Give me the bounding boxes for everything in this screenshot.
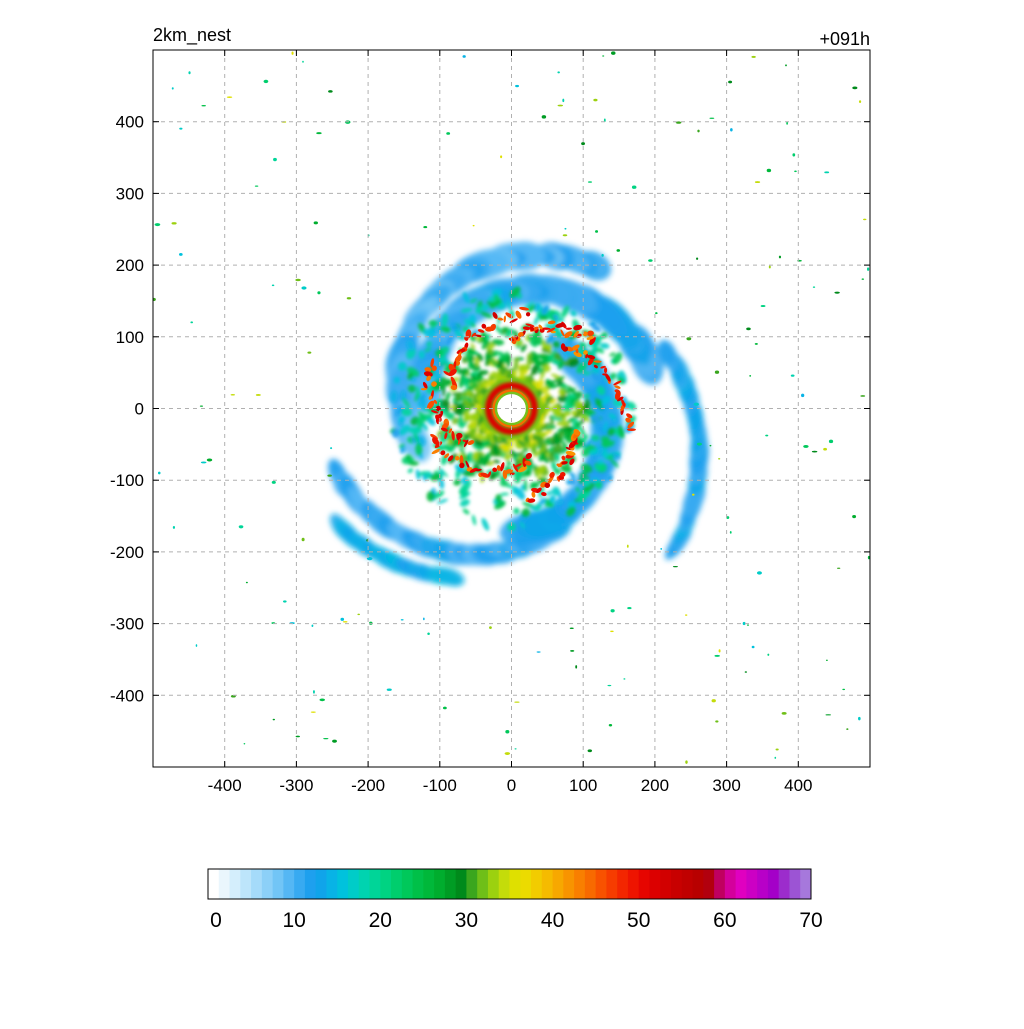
y-tick-label: 200 xyxy=(116,256,144,275)
colorbar-swatch xyxy=(218,869,231,899)
chart-title-left: 2km_nest xyxy=(153,25,231,46)
colorbar-swatch xyxy=(315,869,327,899)
colorbar-swatch xyxy=(638,869,650,899)
colorbar-swatch xyxy=(487,869,500,899)
x-tick-label: 0 xyxy=(507,776,516,795)
colorbar-tick-label: 0 xyxy=(210,909,222,932)
colorbar-swatch xyxy=(412,869,424,899)
y-tick-label: -400 xyxy=(110,686,144,705)
colorbar-swatch xyxy=(574,869,586,899)
colorbar-swatch xyxy=(778,869,790,899)
colorbar-tick-label: 60 xyxy=(713,909,736,932)
colorbar-swatch xyxy=(627,869,640,899)
colorbar-swatch xyxy=(692,869,704,899)
colorbar-tick-label: 40 xyxy=(541,909,564,932)
y-tick-label: 400 xyxy=(116,113,144,132)
colorbar-swatch xyxy=(703,869,715,899)
colorbar-swatch xyxy=(369,869,381,899)
colorbar-swatch xyxy=(660,869,672,899)
x-tick-label: 300 xyxy=(712,776,740,795)
y-tick-label: 100 xyxy=(116,328,144,347)
colorbar-swatch xyxy=(434,869,446,899)
colorbar-swatch xyxy=(531,869,543,899)
colorbar-swatch xyxy=(617,869,629,899)
colorbar-swatch xyxy=(800,869,812,899)
colorbar: 0 10 20 30 40 50 60 70 xyxy=(207,868,823,932)
colorbar-swatch xyxy=(208,869,220,899)
colorbar-swatch xyxy=(477,869,489,899)
y-tick-label: -200 xyxy=(110,543,144,562)
x-tick-label: 400 xyxy=(784,776,812,795)
colorbar-swatch xyxy=(767,869,780,899)
colorbar-tick-label: 70 xyxy=(799,909,822,932)
colorbar-swatch xyxy=(347,869,360,899)
colorbar-swatch xyxy=(251,869,263,899)
colorbar-swatch xyxy=(240,869,252,899)
colorbar-swatch xyxy=(358,869,371,899)
colorbar-swatch xyxy=(757,869,769,899)
colorbar-swatch xyxy=(746,869,758,899)
colorbar-swatch xyxy=(229,869,241,899)
colorbar-swatch xyxy=(541,869,554,899)
colorbar-swatch xyxy=(401,869,414,899)
x-tick-label: -400 xyxy=(208,776,242,795)
colorbar-swatch xyxy=(337,869,349,899)
colorbar-swatch xyxy=(304,869,317,899)
colorbar-tick-label: 50 xyxy=(627,909,650,932)
colorbar-swatch xyxy=(563,869,575,899)
colorbar-frame xyxy=(207,868,812,900)
colorbar-swatch xyxy=(326,869,338,899)
y-tick-label: 300 xyxy=(116,184,144,203)
colorbar-swatch xyxy=(552,869,564,899)
colorbar-swatch xyxy=(789,869,801,899)
colorbar-swatch xyxy=(584,869,597,899)
colorbar-swatch xyxy=(294,869,306,899)
colorbar-tick-label: 10 xyxy=(282,909,305,932)
x-tick-label: -300 xyxy=(279,776,313,795)
y-tick-label: -100 xyxy=(110,471,144,490)
colorbar-swatch xyxy=(272,869,284,899)
colorbar-swatch xyxy=(520,869,532,899)
colorbar-swatch xyxy=(283,869,295,899)
colorbar-swatch xyxy=(498,869,510,899)
colorbar-swatch xyxy=(509,869,521,899)
colorbar-swatch xyxy=(466,869,478,899)
colorbar-swatch xyxy=(714,869,726,899)
chart-title-right: +091h xyxy=(819,29,870,49)
colorbar-swatch xyxy=(391,869,403,899)
axis-ticks: -400 -300 -200 -100 0 100 200 300 400 400 300 200 10… xyxy=(110,50,870,795)
colorbar-swatch xyxy=(681,869,694,899)
x-tick-label: 200 xyxy=(641,776,669,795)
colorbar-swatch xyxy=(671,869,683,899)
x-tick-label: -200 xyxy=(351,776,385,795)
colorbar-swatch xyxy=(735,869,747,899)
colorbar-swatch xyxy=(595,869,607,899)
colorbar-swatch xyxy=(444,869,457,899)
y-tick-label: -300 xyxy=(110,615,144,634)
colorbar-swatch xyxy=(649,869,661,899)
colorbar-swatch xyxy=(423,869,435,899)
colorbar-swatch xyxy=(455,869,467,899)
x-tick-label: -100 xyxy=(423,776,457,795)
colorbar-swatch xyxy=(380,869,392,899)
colorbar-swatch xyxy=(606,869,618,899)
colorbar-swatch xyxy=(724,869,737,899)
colorbar-tick-label: 20 xyxy=(369,909,392,932)
colorbar-swatch xyxy=(261,869,274,899)
x-tick-label: 100 xyxy=(569,776,597,795)
storm-field xyxy=(153,51,870,764)
y-tick-label: 0 xyxy=(135,400,144,419)
colorbar-tick-label: 30 xyxy=(455,909,478,932)
